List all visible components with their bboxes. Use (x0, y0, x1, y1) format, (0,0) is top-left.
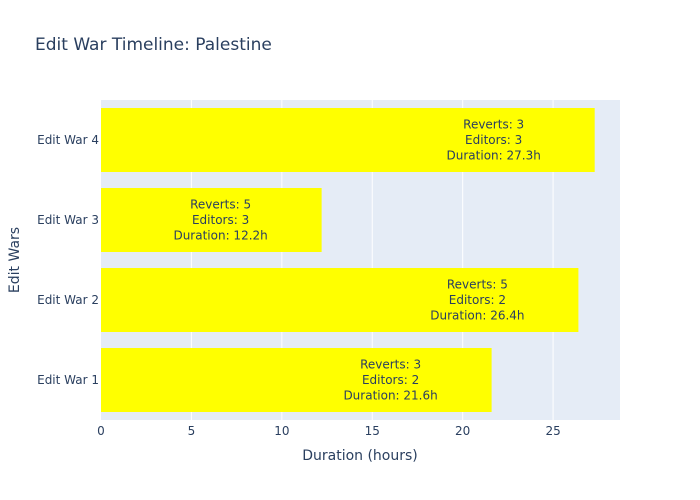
x-tick-label: 10 (274, 424, 289, 438)
bar (101, 108, 595, 172)
x-tick-label: 20 (455, 424, 470, 438)
x-tick-label: 15 (365, 424, 380, 438)
y-tick-label: Edit War 1 (37, 373, 99, 387)
bar (101, 348, 492, 412)
bar-data-label: Reverts: 3 Editors: 3 Duration: 27.3h (447, 118, 541, 163)
bar-data-label-line: Duration: 26.4h (430, 309, 524, 323)
y-tick-label: Edit War 4 (37, 133, 99, 147)
bar-data-label: Reverts: 5 Editors: 3 Duration: 12.2h (173, 198, 267, 243)
bar-data-label-line: Reverts: 5 (447, 278, 508, 292)
bar-data-label-line: Duration: 12.2h (173, 229, 267, 243)
bar (101, 188, 322, 252)
y-tick-label: Edit War 3 (37, 213, 99, 227)
y-axis-ticks: Edit War 1 Edit War 2 Edit War 3 Edit War 4 (37, 133, 99, 387)
y-axis-title: Edit Wars (7, 227, 23, 293)
x-tick-label: 5 (188, 424, 196, 438)
bar-data-label-line: Reverts: 3 (360, 358, 421, 372)
bars (101, 108, 595, 412)
bar-data-label-line: Reverts: 3 (463, 118, 524, 132)
x-tick-label: 25 (545, 424, 560, 438)
x-tick-label: 0 (97, 424, 105, 438)
x-axis-title: Duration (hours) (302, 448, 418, 464)
bar-data-label-line: Editors: 2 (362, 373, 419, 387)
bar-data-label-line: Editors: 3 (465, 133, 522, 147)
bar-labels: Reverts: 3 Editors: 2 Duration: 21.6hRever… (173, 118, 540, 403)
bar-data-label-line: Editors: 3 (192, 213, 249, 227)
bar-data-label-line: Duration: 21.6h (343, 389, 437, 403)
y-tick-label: Edit War 2 (37, 293, 99, 307)
chart-title: Edit War Timeline: Palestine (35, 35, 272, 55)
bar-data-label-line: Editors: 2 (449, 293, 506, 307)
bar (101, 268, 579, 332)
x-axis-ticks: 0 5 10 15 20 25 (97, 424, 561, 438)
bar-data-label: Reverts: 5 Editors: 2 Duration: 26.4h (430, 278, 524, 323)
bar-data-label-line: Reverts: 5 (190, 198, 251, 212)
bar-data-label-line: Duration: 27.3h (447, 149, 541, 163)
bar-data-label: Reverts: 3 Editors: 2 Duration: 21.6h (343, 358, 437, 403)
